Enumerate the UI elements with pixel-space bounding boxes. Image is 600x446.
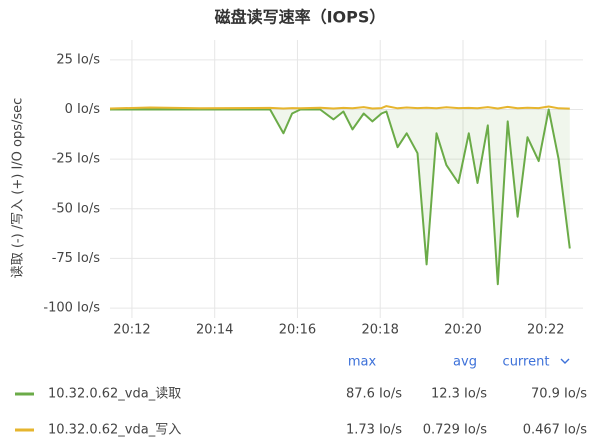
area-fill <box>110 109 570 285</box>
stat-header[interactable]: avg <box>453 355 477 370</box>
chart-title: 磁盘读写速率（IOPS） <box>215 8 386 27</box>
x-tick-label: 20:22 <box>527 323 564 338</box>
legend-stat: 70.9 Io/s <box>531 387 587 402</box>
stat-header[interactable]: max <box>348 355 377 370</box>
legend-stat: 1.73 Io/s <box>346 423 402 438</box>
series-line <box>109 105 570 110</box>
x-tick-label: 20:18 <box>361 323 398 338</box>
legend-stat: 0.467 Io/s <box>523 423 588 438</box>
series-line <box>110 108 571 286</box>
x-tick-label: 20:14 <box>196 323 233 338</box>
y-tick-label: -25 Io/s <box>52 152 101 167</box>
x-tick-label: 20:12 <box>113 323 150 338</box>
sort-chevron[interactable] <box>560 358 570 364</box>
y-tick-label: 0 Io/s <box>65 102 101 117</box>
y-tick-label: 25 Io/s <box>56 52 100 67</box>
x-tick-label: 20:20 <box>444 323 481 338</box>
y-tick-label: -50 Io/s <box>52 201 101 216</box>
stat-header[interactable]: current <box>503 355 550 370</box>
y-axis-label: 读取 (-) /写入 (+) I/O ops/sec <box>11 98 26 279</box>
legend-stat: 12.3 Io/s <box>431 387 487 402</box>
legend-label[interactable]: 10.32.0.62_vda_读取 <box>48 387 181 402</box>
y-tick-label: -100 Io/s <box>43 301 100 316</box>
legend-label[interactable]: 10.32.0.62_vda_写入 <box>48 423 181 438</box>
legend-stat: 0.729 Io/s <box>423 423 488 438</box>
legend-stat: 87.6 Io/s <box>346 387 402 402</box>
y-tick-label: -75 Io/s <box>52 251 101 266</box>
x-tick-label: 20:16 <box>279 323 316 338</box>
